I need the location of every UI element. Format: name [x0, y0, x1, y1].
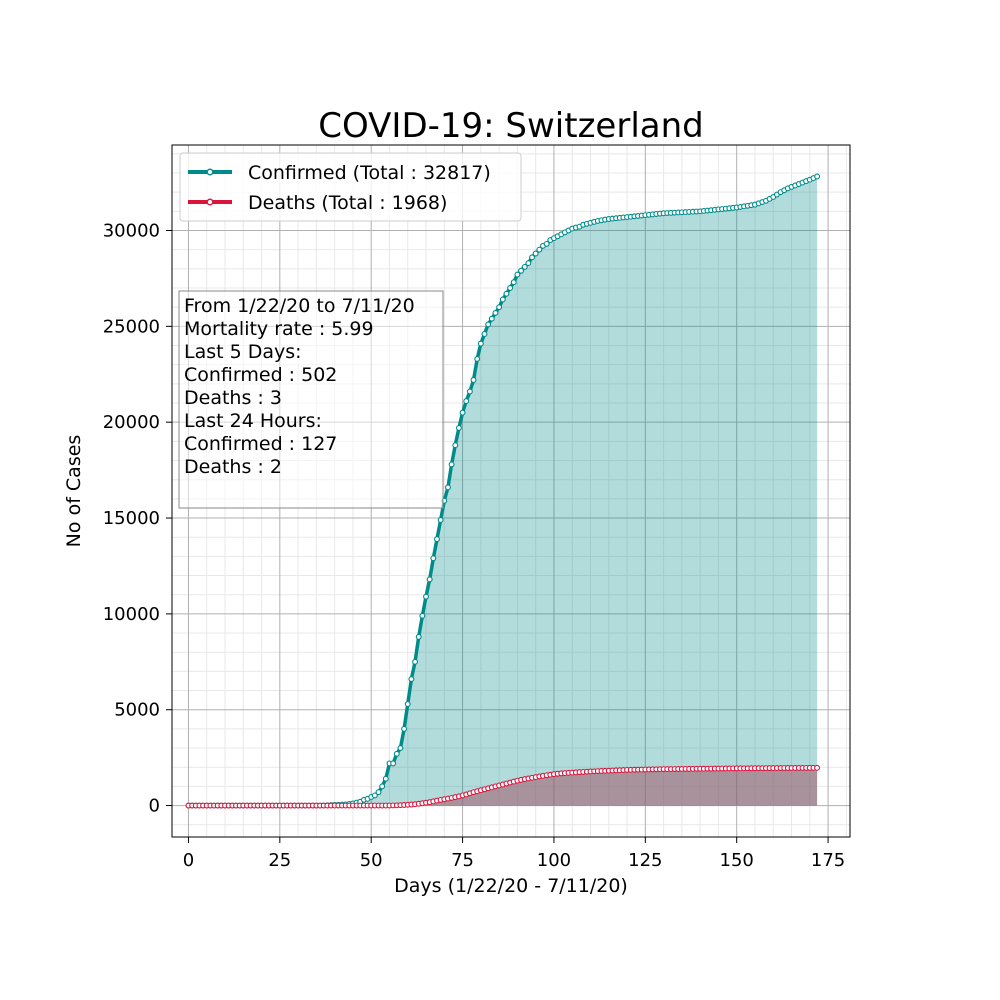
- legend-marker-confirmed: [206, 168, 214, 176]
- data-point-confirmed: [463, 398, 470, 405]
- info-last5-heading: Last 5 Days:: [184, 341, 302, 363]
- y-tick-label: 5000: [114, 700, 160, 721]
- data-point-confirmed: [459, 409, 466, 416]
- data-point-confirmed: [518, 267, 524, 274]
- info-last5-confirmed: Confirmed : 502: [184, 364, 337, 386]
- info-box-frame: [178, 290, 444, 509]
- y-tick-label: 10000: [103, 604, 160, 625]
- x-tick-label: 0: [183, 850, 194, 871]
- data-point-confirmed: [525, 260, 532, 267]
- data-point-confirmed: [382, 775, 389, 782]
- x-tick-label: 125: [628, 850, 662, 871]
- data-point-confirmed: [532, 250, 539, 257]
- legend-marker-deaths: [206, 198, 214, 206]
- series-markers: [185, 173, 821, 809]
- data-point-confirmed: [470, 377, 477, 383]
- x-tick-label: 75: [451, 850, 474, 871]
- axis-ticks: 0 25 50 75 100 125 150 175 0 5000 10000 15000 20000 2…: [103, 220, 846, 871]
- legend: Confirmed (Total : 32817) Deaths (Total …: [179, 152, 522, 222]
- data-point-confirmed: [514, 271, 521, 278]
- x-tick-label: 100: [537, 850, 571, 871]
- plot-frame: [171, 144, 851, 838]
- legend-label-deaths: Deaths (Total : 1968): [248, 192, 447, 214]
- info-mortality-rate: Mortality rate : 5.99: [184, 318, 374, 340]
- data-point-confirmed: [488, 315, 495, 322]
- data-point-confirmed: [397, 745, 404, 752]
- x-tick-label: 175: [811, 850, 845, 871]
- data-point-confirmed: [379, 783, 386, 790]
- data-point-confirmed: [404, 701, 411, 707]
- y-tick-label: 15000: [103, 508, 160, 529]
- data-point-confirmed: [445, 484, 451, 491]
- data-point-confirmed: [408, 676, 415, 682]
- data-point-deaths: [814, 764, 821, 771]
- data-point-confirmed: [529, 254, 535, 261]
- data-point-confirmed: [412, 658, 419, 665]
- data-point-confirmed: [814, 173, 821, 180]
- area-fill-confirmed: [188, 176, 818, 806]
- data-point-confirmed: [492, 309, 499, 316]
- y-tick-label: 25000: [103, 316, 160, 337]
- data-point-confirmed: [415, 633, 422, 640]
- data-point-confirmed: [507, 285, 514, 291]
- data-point-confirmed: [423, 593, 429, 600]
- data-point-confirmed: [485, 321, 492, 328]
- data-point-confirmed: [503, 290, 510, 297]
- data-point-confirmed: [496, 304, 503, 311]
- legend-box: [179, 152, 522, 222]
- x-tick-label: 25: [268, 850, 291, 871]
- data-point-confirmed: [543, 240, 550, 247]
- info-box: From 1/22/20 to 7/11/20 Mortality rate :…: [178, 290, 444, 509]
- data-point-confirmed: [430, 555, 437, 562]
- data-point-confirmed: [393, 750, 400, 757]
- info-last24-deaths: Deaths : 2: [184, 456, 282, 478]
- data-point-confirmed: [390, 760, 397, 767]
- data-point-confirmed: [401, 725, 408, 732]
- data-point-confirmed: [434, 536, 440, 543]
- chart-title: COVID-19: Switzerland: [318, 106, 704, 146]
- data-point-confirmed: [536, 246, 543, 253]
- info-last24-heading: Last 24 Hours:: [184, 410, 322, 432]
- data-point-confirmed: [448, 461, 455, 468]
- data-point-confirmed: [510, 279, 517, 286]
- data-point-confirmed: [521, 263, 528, 270]
- data-point-confirmed: [455, 424, 462, 431]
- info-last24-confirmed: Confirmed : 127: [184, 433, 337, 455]
- data-point-confirmed: [466, 388, 473, 395]
- y-tick-label: 20000: [103, 412, 160, 433]
- data-point-confirmed: [371, 792, 378, 799]
- x-tick-label: 150: [720, 850, 754, 871]
- info-last5-deaths: Deaths : 3: [184, 387, 282, 409]
- data-point-confirmed: [452, 442, 459, 449]
- data-point-confirmed: [419, 612, 426, 619]
- x-axis-label: Days (1/22/20 - 7/11/20): [394, 875, 628, 897]
- y-axis-label: No of Cases: [63, 435, 85, 548]
- data-point-confirmed: [477, 340, 484, 347]
- data-point-confirmed: [375, 789, 382, 796]
- data-point-confirmed: [426, 576, 433, 583]
- data-point-confirmed: [474, 355, 481, 362]
- data-point-confirmed: [437, 516, 444, 523]
- x-tick-label: 50: [360, 850, 383, 871]
- y-tick-label: 0: [149, 796, 160, 817]
- y-tick-label: 30000: [103, 220, 160, 241]
- data-point-confirmed: [499, 296, 506, 303]
- data-point-confirmed: [481, 331, 488, 337]
- info-date-range: From 1/22/20 to 7/11/20: [184, 295, 415, 317]
- legend-label-confirmed: Confirmed (Total : 32817): [248, 162, 491, 184]
